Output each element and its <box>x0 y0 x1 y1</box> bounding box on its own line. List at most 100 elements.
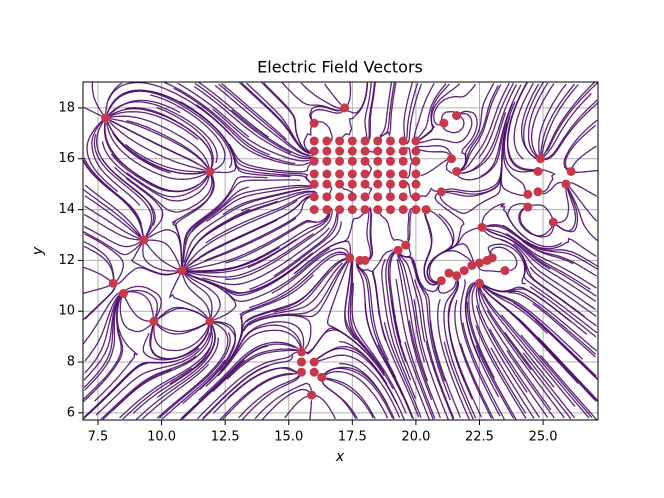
streamline <box>241 375 301 420</box>
streamline <box>381 258 417 399</box>
streamline <box>83 292 120 345</box>
streamline <box>529 266 597 318</box>
streamline <box>570 181 598 197</box>
point <box>373 169 383 179</box>
streamline <box>240 190 318 212</box>
streamline <box>423 211 441 286</box>
streamline <box>323 377 374 419</box>
streamline <box>398 253 426 343</box>
streamline <box>222 186 314 216</box>
streamline <box>142 363 210 420</box>
streamline <box>364 302 414 419</box>
streamline <box>460 82 510 172</box>
streamline <box>84 205 142 240</box>
streamline <box>225 207 333 280</box>
streamline <box>506 82 535 171</box>
streamline <box>506 202 563 248</box>
point <box>335 156 345 166</box>
streamline <box>205 247 331 303</box>
streamline <box>477 265 503 273</box>
streamline <box>246 82 311 154</box>
point <box>309 118 319 128</box>
streamline <box>261 82 309 153</box>
streamline <box>531 204 554 221</box>
point <box>307 390 317 400</box>
streamline <box>377 211 404 243</box>
point <box>477 222 487 232</box>
streamline <box>191 191 315 252</box>
streamline <box>518 207 553 237</box>
streamline <box>181 359 246 420</box>
streamline <box>156 306 207 321</box>
streamline <box>522 240 597 277</box>
point <box>373 156 383 166</box>
streamline <box>83 231 143 256</box>
streamline <box>135 337 219 420</box>
point <box>335 146 345 156</box>
streamline <box>396 258 433 401</box>
point <box>452 271 462 281</box>
streamline <box>465 282 481 362</box>
streamline <box>540 83 575 155</box>
streamline <box>183 272 221 320</box>
streamline <box>420 158 450 177</box>
streamline <box>385 250 412 381</box>
point <box>523 189 533 199</box>
streamline <box>235 262 344 349</box>
point <box>411 192 421 202</box>
streamline <box>83 266 111 282</box>
streamline <box>344 260 357 341</box>
streamline <box>411 260 451 401</box>
streamline <box>478 82 514 159</box>
point <box>296 357 306 367</box>
point <box>373 192 383 202</box>
streamline <box>477 285 552 411</box>
y-tick-label: 8 <box>67 355 75 370</box>
streamline <box>488 230 597 302</box>
streamline <box>417 83 447 139</box>
streamline <box>504 331 572 420</box>
point <box>385 205 395 215</box>
streamline <box>124 107 213 168</box>
point <box>322 205 332 215</box>
streamline <box>122 367 193 420</box>
point <box>149 316 159 326</box>
point <box>385 179 395 189</box>
point <box>335 192 345 202</box>
streamline <box>126 291 155 318</box>
point <box>411 169 421 179</box>
streamline <box>108 115 210 168</box>
streamline <box>84 184 142 237</box>
point <box>385 136 395 146</box>
streamline <box>507 291 597 355</box>
point <box>108 278 118 288</box>
streamline <box>544 99 598 160</box>
y-axis-label: y <box>30 246 46 256</box>
streamline <box>339 340 405 420</box>
point <box>523 202 533 212</box>
y-tick-label: 10 <box>58 304 75 319</box>
streamline <box>198 82 269 138</box>
streamline <box>124 285 162 320</box>
streamline <box>83 161 144 236</box>
y-tick-label: 6 <box>67 405 75 420</box>
streamline <box>86 119 119 193</box>
streamline <box>84 295 121 374</box>
point <box>421 205 431 215</box>
streamline <box>183 179 300 245</box>
point <box>401 240 411 250</box>
point <box>439 118 449 128</box>
point <box>360 146 370 156</box>
streamline <box>232 324 303 357</box>
streamline <box>522 352 576 419</box>
streamline <box>247 210 331 269</box>
streamline <box>195 104 312 166</box>
streamline <box>263 82 313 154</box>
streamline <box>513 82 534 160</box>
streamline <box>383 322 422 418</box>
streamline <box>84 195 141 238</box>
streamline <box>175 175 214 247</box>
streamline <box>396 252 429 382</box>
streamline <box>245 257 348 323</box>
streamline <box>91 82 105 117</box>
